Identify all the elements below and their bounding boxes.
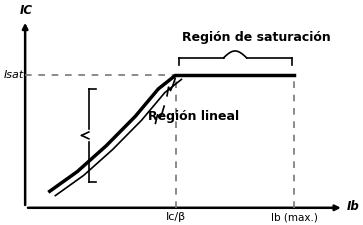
Text: Región de saturación: Región de saturación — [183, 31, 331, 44]
Text: IC: IC — [20, 4, 33, 16]
Text: Región lineal: Región lineal — [147, 110, 238, 123]
Text: Isat: Isat — [4, 70, 24, 80]
Text: Ib: Ib — [347, 200, 359, 214]
Text: Ic/β: Ic/β — [166, 212, 186, 222]
Text: Ib (max.): Ib (max.) — [271, 212, 318, 222]
